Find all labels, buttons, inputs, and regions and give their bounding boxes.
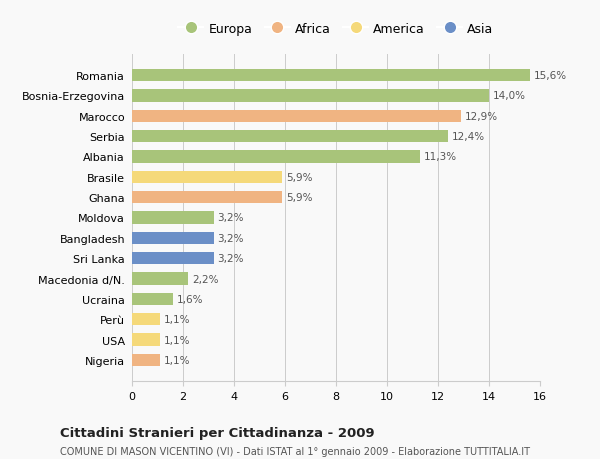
Legend: Europa, Africa, America, Asia: Europa, Africa, America, Asia bbox=[175, 19, 497, 39]
Bar bbox=[132, 111, 461, 123]
Text: 12,9%: 12,9% bbox=[465, 112, 498, 122]
Text: 3,2%: 3,2% bbox=[217, 213, 244, 223]
Text: 1,1%: 1,1% bbox=[164, 314, 190, 325]
Bar bbox=[132, 131, 448, 143]
Text: 1,1%: 1,1% bbox=[164, 355, 190, 365]
Bar bbox=[132, 313, 160, 325]
Text: 3,2%: 3,2% bbox=[217, 233, 244, 243]
Bar bbox=[132, 90, 489, 102]
Bar bbox=[132, 334, 160, 346]
Text: 1,6%: 1,6% bbox=[176, 294, 203, 304]
Bar bbox=[132, 151, 420, 163]
Text: 11,3%: 11,3% bbox=[424, 152, 457, 162]
Text: COMUNE DI MASON VICENTINO (VI) - Dati ISTAT al 1° gennaio 2009 - Elaborazione TU: COMUNE DI MASON VICENTINO (VI) - Dati IS… bbox=[60, 446, 530, 456]
Text: 1,1%: 1,1% bbox=[164, 335, 190, 345]
Bar bbox=[132, 273, 188, 285]
Bar bbox=[132, 354, 160, 366]
Text: 5,9%: 5,9% bbox=[286, 173, 313, 182]
Text: 2,2%: 2,2% bbox=[192, 274, 218, 284]
Bar bbox=[132, 212, 214, 224]
Bar bbox=[132, 192, 283, 204]
Bar bbox=[132, 293, 173, 305]
Bar bbox=[132, 171, 283, 184]
Text: 5,9%: 5,9% bbox=[286, 193, 313, 203]
Bar bbox=[132, 232, 214, 244]
Bar bbox=[132, 70, 530, 82]
Text: 15,6%: 15,6% bbox=[533, 71, 567, 81]
Text: Cittadini Stranieri per Cittadinanza - 2009: Cittadini Stranieri per Cittadinanza - 2… bbox=[60, 426, 374, 439]
Bar bbox=[132, 252, 214, 265]
Text: 3,2%: 3,2% bbox=[217, 254, 244, 263]
Text: 12,4%: 12,4% bbox=[452, 132, 485, 142]
Text: 14,0%: 14,0% bbox=[493, 91, 526, 101]
